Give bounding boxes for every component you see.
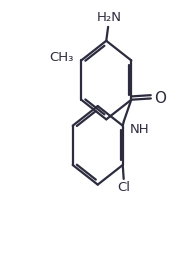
Text: CH₃: CH₃ <box>49 51 74 64</box>
Text: Cl: Cl <box>118 182 131 195</box>
Text: NH: NH <box>129 123 149 135</box>
Text: H₂N: H₂N <box>97 11 122 24</box>
Text: O: O <box>154 91 166 106</box>
